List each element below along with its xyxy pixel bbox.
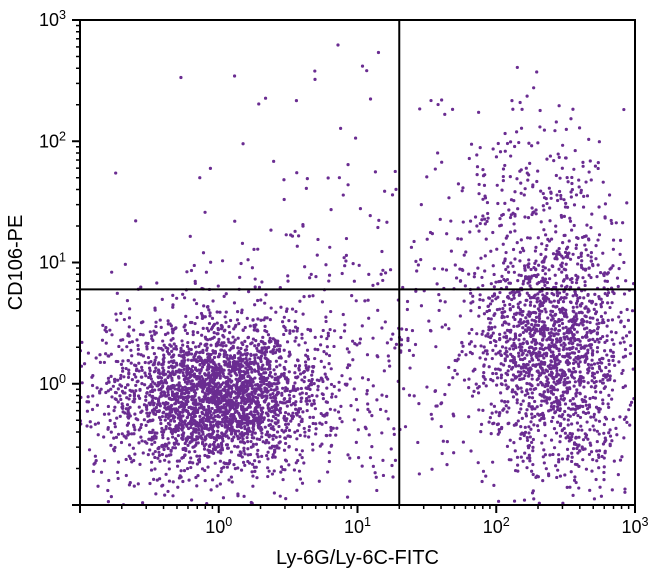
y-tick-label: 103 <box>39 8 66 30</box>
x-axis-label: Ly-6G/Ly-6C-FITC <box>276 547 439 569</box>
y-tick-label: 100 <box>39 372 66 394</box>
flow-cytometry-scatter: 100 101 102 103 100 101 102 103 Ly-6G/Ly-6C-FITC… <box>0 0 650 574</box>
x-tick-label: 100 <box>205 515 232 537</box>
x-tick-label: 103 <box>621 515 648 537</box>
y-tick-label: 101 <box>39 251 66 273</box>
y-tick-label: 102 <box>39 129 66 151</box>
x-tick-label: 101 <box>344 515 371 537</box>
chart-svg: 100 101 102 103 100 101 102 103 Ly-6G/Ly-6C-FITC… <box>0 0 650 574</box>
x-tick-label: 102 <box>483 515 510 537</box>
y-axis-label: CD106-PE <box>5 215 27 311</box>
